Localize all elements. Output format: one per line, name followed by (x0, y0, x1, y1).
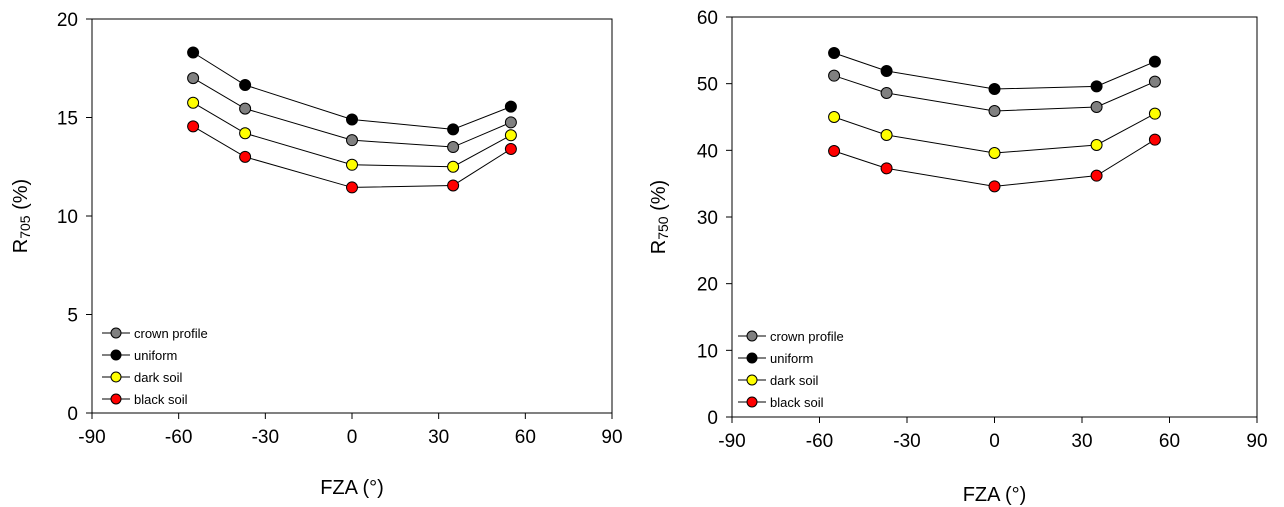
y-axis-title-main: R (10, 239, 32, 253)
data-point-dark-soil (447, 160, 460, 173)
x-tick-label: 60 (1159, 431, 1180, 452)
x-axis-title: FZA (°) (320, 477, 384, 499)
x-tick-label: -30 (252, 427, 279, 448)
legend-label-uniform: uniform (770, 351, 813, 366)
data-point-uniform (988, 83, 1001, 95)
legend-label-uniform: uniform (134, 348, 177, 363)
legend-marker-crown-profile (746, 330, 758, 342)
data-point-black-soil (239, 150, 252, 163)
x-tick-label: 90 (1246, 431, 1267, 452)
data-point-black-soil (346, 181, 358, 194)
data-point-dark-soil (1148, 107, 1161, 120)
x-tick-label: -90 (78, 427, 105, 448)
x-tick-label: -30 (893, 431, 920, 452)
legend-label-black-soil: black soil (770, 395, 824, 410)
legend-label-black-soil: black soil (134, 392, 188, 407)
y-axis-title-subscript: 705 (17, 215, 33, 239)
y-tick-label: 50 (697, 75, 718, 96)
data-point-dark-soil (504, 129, 517, 142)
legend-label-crown-profile: crown profile (134, 326, 208, 341)
y-axis-title-unit: (%) (648, 180, 670, 217)
data-point-crown-profile (1090, 101, 1103, 113)
x-tick-label: 0 (347, 427, 358, 448)
data-point-uniform (239, 78, 252, 91)
y-axis-title: R750 (%) (648, 180, 671, 254)
data-point-uniform (880, 65, 893, 77)
data-point-crown-profile (447, 141, 460, 154)
y-tick-label: 30 (697, 208, 718, 229)
data-point-uniform (1148, 55, 1161, 68)
x-tick-label: -60 (806, 431, 833, 452)
data-point-crown-profile (1148, 75, 1161, 88)
data-point-black-soil (828, 145, 841, 157)
y-tick-label: 40 (697, 141, 718, 162)
x-tick-label: 0 (989, 431, 1000, 452)
data-point-uniform (504, 100, 517, 113)
data-point-crown-profile (988, 105, 1001, 117)
data-point-black-soil (1148, 133, 1161, 146)
y-axis-title-unit: (%) (10, 179, 32, 216)
data-point-crown-profile (187, 72, 200, 85)
data-point-uniform (1090, 80, 1103, 93)
x-tick-label: 60 (515, 427, 536, 448)
x-tick-label: 30 (1071, 431, 1092, 452)
y-tick-label: 20 (697, 275, 718, 296)
data-point-crown-profile (346, 134, 358, 147)
data-point-dark-soil (988, 147, 1001, 159)
y-tick-label: 60 (697, 8, 718, 29)
y-tick-label: 10 (57, 207, 78, 228)
y-axis-title: R705 (%) (10, 179, 33, 253)
x-tick-label: 30 (428, 427, 449, 448)
data-point-black-soil (504, 143, 517, 156)
chart-2: -90 -60 -30 0 30 60 90 0 10 20 30 40 50 60 FZA (°) R750… (648, 8, 1268, 506)
series-line-black-soil (833, 139, 1156, 187)
legend-marker-dark-soil (110, 371, 122, 383)
legend-marker-dark-soil (746, 374, 758, 386)
data-point-uniform (346, 113, 358, 126)
y-tick-label: 15 (57, 109, 78, 130)
x-tick-label: 90 (601, 427, 622, 448)
data-point-black-soil (880, 162, 893, 175)
legend-marker-black-soil (746, 396, 758, 408)
legend-marker-uniform (110, 349, 122, 361)
y-tick-label: 20 (57, 10, 78, 31)
data-point-crown-profile (828, 69, 841, 82)
legend-label-dark-soil: dark soil (770, 373, 819, 388)
data-point-dark-soil (828, 111, 841, 123)
legend-marker-crown-profile (110, 327, 122, 339)
data-point-dark-soil (1090, 139, 1103, 151)
x-tick-label: -60 (165, 427, 192, 448)
data-point-dark-soil (187, 96, 200, 109)
y-tick-label: 0 (67, 404, 78, 425)
data-point-black-soil (447, 179, 460, 192)
y-tick-label: 0 (707, 408, 718, 429)
y-axis-title-main: R (648, 240, 670, 254)
y-axis-title-subscript: 750 (655, 216, 671, 240)
data-point-uniform (187, 46, 200, 59)
chart-1: -90 -60 -30 0 30 60 90 0 5 10 15 20 FZA (°) R705 (%) c… (10, 10, 623, 499)
data-point-black-soil (1090, 169, 1103, 182)
legend-label-crown-profile: crown profile (770, 329, 844, 344)
data-point-black-soil (187, 120, 200, 133)
data-point-dark-soil (880, 129, 893, 141)
data-point-uniform (447, 123, 460, 136)
y-tick-label: 10 (697, 341, 718, 362)
x-axis-title: FZA (°) (963, 484, 1027, 506)
data-point-dark-soil (346, 158, 358, 171)
legend-marker-black-soil (110, 393, 122, 405)
data-point-black-soil (988, 180, 1001, 193)
x-tick-label: -90 (718, 431, 745, 452)
legend-label-dark-soil: dark soil (134, 370, 183, 385)
legend-marker-uniform (746, 352, 758, 364)
y-tick-label: 5 (67, 306, 78, 327)
data-point-uniform (828, 47, 841, 59)
data-point-crown-profile (504, 116, 517, 129)
data-point-dark-soil (239, 127, 252, 140)
data-point-crown-profile (880, 87, 893, 99)
data-point-crown-profile (239, 102, 252, 115)
